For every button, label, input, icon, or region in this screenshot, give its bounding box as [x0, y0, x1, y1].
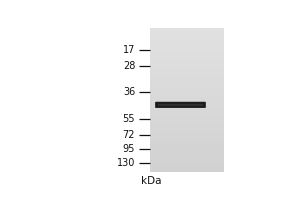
Text: 95: 95 [123, 144, 135, 154]
Text: 17: 17 [123, 45, 135, 55]
Text: kDa: kDa [141, 176, 162, 186]
FancyBboxPatch shape [158, 104, 203, 106]
Text: 28: 28 [123, 61, 135, 71]
Text: 55: 55 [123, 114, 135, 124]
Text: 130: 130 [117, 158, 135, 168]
Text: 36: 36 [123, 87, 135, 97]
Text: 72: 72 [123, 130, 135, 140]
FancyBboxPatch shape [155, 102, 206, 108]
